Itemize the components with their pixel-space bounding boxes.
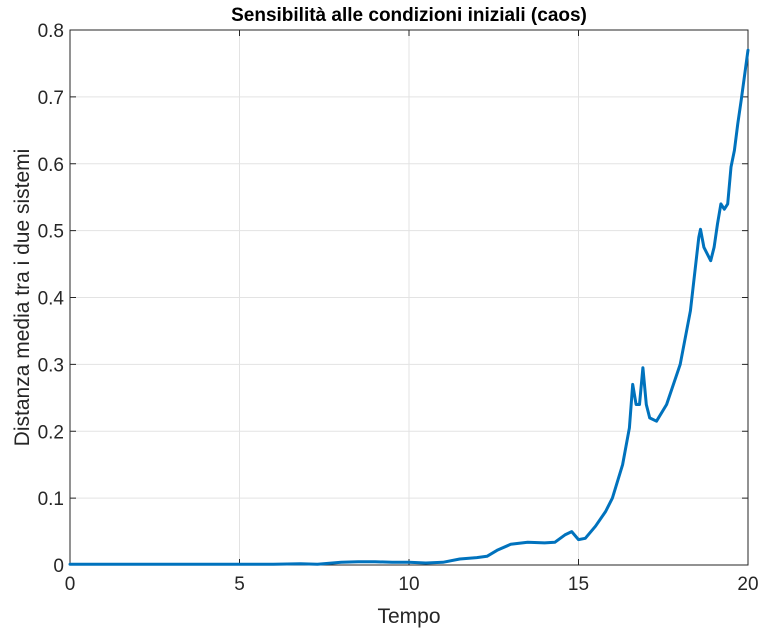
x-tick-label: 20 xyxy=(737,574,758,595)
y-tick-label: 0.6 xyxy=(38,155,64,176)
chart-title: Sensibilità alle condizioni iniziali (ca… xyxy=(231,5,587,26)
y-tick-label: 0.2 xyxy=(38,422,64,443)
y-tick-label: 0.7 xyxy=(38,88,64,109)
x-tick-label: 10 xyxy=(398,574,419,595)
y-tick-label: 0 xyxy=(53,556,64,577)
x-tick-label: 0 xyxy=(65,574,76,595)
y-axis-label: Distanza media tra i due sistemi xyxy=(11,149,34,447)
x-axis-label: Tempo xyxy=(377,605,440,628)
y-tick-label: 0.5 xyxy=(38,222,64,243)
series-line xyxy=(68,48,750,566)
ticks: 0 5 10 15 20 0 0.1 0.2 0.3 0.4 0.5 0.6 0.7 0.8 xyxy=(38,21,759,595)
y-tick-label: 0.8 xyxy=(38,21,64,42)
y-tick-label: 0.4 xyxy=(38,289,65,310)
y-tick-label: 0.3 xyxy=(38,355,64,376)
x-tick-label: 5 xyxy=(234,574,245,595)
x-tick-label: 15 xyxy=(568,574,589,595)
y-tick-label: 0.1 xyxy=(38,489,64,510)
